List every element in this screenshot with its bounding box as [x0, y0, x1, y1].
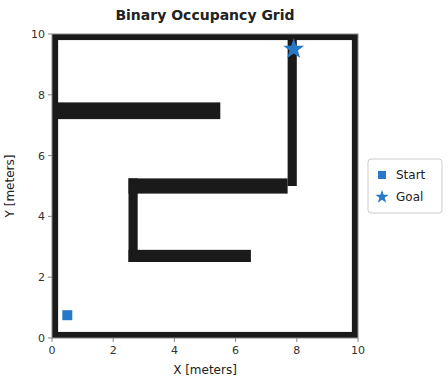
- x-tick: [296, 338, 297, 342]
- wall: [52, 332, 358, 338]
- y-tick-label: 0: [38, 332, 45, 345]
- y-tick: [48, 277, 52, 278]
- wall: [129, 178, 138, 262]
- plot-background: [52, 34, 358, 338]
- y-tick: [48, 34, 52, 35]
- y-tick-label: 8: [38, 89, 45, 102]
- x-tick: [52, 338, 53, 342]
- x-tick-label: 8: [293, 344, 300, 357]
- title: Binary Occupancy Grid: [115, 7, 294, 23]
- x-tick-label: 10: [351, 344, 365, 357]
- x-tick-label: 4: [171, 344, 178, 357]
- y-tick-label: 6: [38, 150, 45, 163]
- wall: [52, 34, 358, 40]
- point-star: [283, 38, 304, 58]
- plot-frame: [52, 34, 358, 338]
- y-tick: [48, 155, 52, 156]
- x-tick-label: 6: [232, 344, 239, 357]
- legend-box: [368, 159, 442, 213]
- legend-symbol: [378, 171, 386, 179]
- y-tick: [48, 216, 52, 217]
- chart: 0 2 4 6 8 10 0 2 4 6 8 10 Binary Occupancy Grid X [me…: [0, 0, 448, 384]
- x-tick: [358, 338, 359, 342]
- legend-label: Goal: [396, 190, 423, 204]
- wall: [129, 178, 288, 193]
- x-tick: [174, 338, 175, 342]
- x-tick: [235, 338, 236, 342]
- wall: [352, 34, 358, 338]
- y-tick: [48, 338, 52, 339]
- x-axis-label: X [meters]: [173, 363, 237, 377]
- x-tick: [113, 338, 114, 342]
- legend-symbol: [375, 190, 388, 203]
- chart-container: 0 2 4 6 8 10 0 2 4 6 8 10 Binary Occupancy Grid X [me…: [0, 0, 448, 384]
- legend: Start Goal: [368, 159, 442, 213]
- plot-marks: [52, 34, 358, 338]
- point-square: [62, 310, 72, 320]
- y-tick-label: 2: [38, 271, 45, 284]
- legend-label: Start: [396, 168, 426, 182]
- x-tick-label: 2: [110, 344, 117, 357]
- y-axis-label: Y [meters]: [3, 155, 17, 219]
- x-tick-label: 0: [49, 344, 56, 357]
- wall: [52, 34, 58, 338]
- wall: [129, 250, 251, 262]
- wall: [52, 102, 220, 119]
- y-tick-label: 4: [38, 210, 45, 223]
- y-tick-label: 10: [31, 28, 45, 41]
- y-tick: [48, 94, 52, 95]
